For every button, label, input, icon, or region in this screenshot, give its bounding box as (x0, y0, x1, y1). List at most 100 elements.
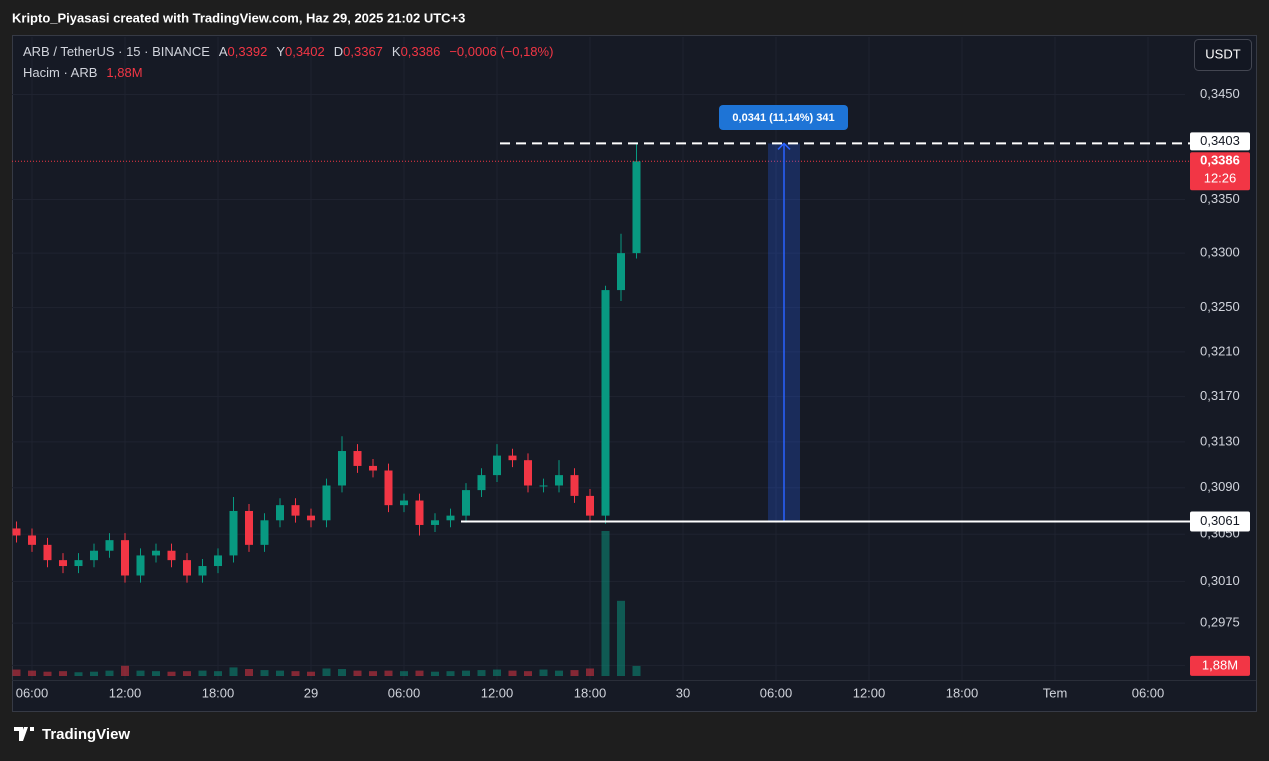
candle-body (384, 470, 393, 506)
legend-line: ARB / TetherUS · 15 · BINANCE A0,3392 Y0,3… (23, 44, 553, 59)
ohlc-value: 0,3367 (343, 44, 383, 59)
range-high-label: 0,3403 (1200, 133, 1240, 148)
x-tick-label: 18:00 (574, 685, 607, 700)
x-tick-label: 30 (676, 685, 690, 700)
volume-name: Hacim · ARB (23, 65, 97, 80)
candle-body (59, 560, 67, 567)
last-price-label: 0,3386 (1200, 153, 1240, 168)
y-tick-label: 0,3210 (1200, 343, 1240, 358)
ohlc-key: A (219, 44, 228, 59)
candle-body (477, 475, 486, 491)
countdown: 12:26 (1204, 171, 1237, 186)
candle-body (245, 510, 253, 545)
volume-bar (493, 669, 501, 676)
volume-bar (400, 671, 408, 676)
volume-bar (291, 671, 300, 676)
range-high-label-box (1190, 132, 1250, 151)
volume-bar (59, 671, 67, 676)
volume-bar (183, 671, 191, 676)
volume-bar (245, 669, 253, 676)
ohlc-key: D (334, 44, 343, 59)
plot (12, 37, 1190, 680)
candle-body (260, 520, 269, 545)
candle-body (632, 161, 641, 254)
candle-body (183, 560, 191, 576)
ohlc-key: Y (276, 44, 285, 59)
currency-button[interactable] (1194, 39, 1252, 71)
y-tick-label: 0,3300 (1200, 245, 1240, 260)
candle-body (12, 528, 21, 536)
symbol: ARB / TetherUS · 15 · BINANCE (23, 44, 210, 59)
x-tick-label: 12:00 (481, 685, 514, 700)
candle-body (462, 490, 470, 516)
candle-body (167, 550, 176, 561)
volume-bar (152, 671, 160, 676)
candle-body (214, 555, 222, 567)
header: Kripto_Piyasasi created with TradingView… (12, 10, 465, 25)
candle-body (291, 505, 300, 516)
volume-bar (462, 670, 470, 676)
range-low-label-box (1190, 511, 1250, 532)
y-tick-label: 0,3130 (1200, 433, 1240, 448)
candle-body (198, 566, 207, 576)
candle-body (431, 520, 439, 525)
x-tick-label: 06:00 (760, 685, 793, 700)
x-tick-label: 06:00 (16, 685, 49, 700)
candle-body (400, 500, 408, 506)
volume-bar (632, 665, 641, 676)
volume-bar (121, 665, 129, 676)
volume-bar (167, 671, 176, 676)
candle-body (322, 485, 331, 521)
volume-bar (214, 671, 222, 676)
candle-body (415, 500, 424, 525)
ohlc-value: 0,3402 (285, 44, 325, 59)
candle-body (276, 505, 284, 521)
candle-body (586, 495, 594, 516)
volume-last-label-box (1190, 655, 1250, 676)
currency-label[interactable]: USDT (1205, 46, 1240, 61)
x-tick-label: 18:00 (202, 685, 235, 700)
volume-bar (322, 668, 331, 676)
x-tick-label: 29 (304, 685, 318, 700)
candle-body (74, 560, 83, 567)
y-tick-label: 0,3450 (1200, 86, 1240, 101)
volume-bar (28, 670, 36, 676)
brand-logo (14, 727, 34, 741)
candle-body (43, 544, 52, 561)
ohlc-value: 0,3386 (401, 44, 441, 59)
volume-bar (617, 600, 625, 676)
candle-body (617, 253, 625, 291)
y-tick-label: 0,3010 (1200, 573, 1240, 588)
last-price-box (1190, 152, 1250, 191)
candle-body (369, 465, 377, 471)
x-tick-label: 12:00 (853, 685, 886, 700)
change: −0,0006 (−0,18%) (449, 44, 553, 59)
x-tick-label: 12:00 (109, 685, 142, 700)
candle-body (121, 540, 129, 576)
volume-bar (446, 671, 455, 676)
candle-body (570, 475, 579, 496)
volume-bar (12, 669, 21, 676)
ohlc-key: K (392, 44, 401, 59)
volume-bar (431, 671, 439, 676)
volume-bar (90, 671, 98, 676)
volume-bar (43, 671, 52, 676)
volume-bar (353, 670, 362, 676)
y-tick-label: 0,3350 (1200, 191, 1240, 206)
volume-last-label: 1,88M (1202, 657, 1238, 672)
volume-legend: Hacim · ARB 1,88M (23, 65, 143, 80)
volume-bar (570, 670, 579, 676)
volume-bar (136, 670, 145, 676)
volume-bar (508, 670, 517, 676)
volume-bar (384, 670, 393, 676)
volume-bar (524, 671, 532, 676)
measure-arrow (777, 142, 791, 150)
volume-bar (369, 671, 377, 676)
volume-bar (586, 668, 594, 676)
candle-body (353, 451, 362, 466)
volume-bar (539, 669, 548, 676)
candle-body (229, 510, 238, 556)
x-tick-label: Tem (1043, 685, 1068, 700)
volume-bar (74, 672, 83, 676)
